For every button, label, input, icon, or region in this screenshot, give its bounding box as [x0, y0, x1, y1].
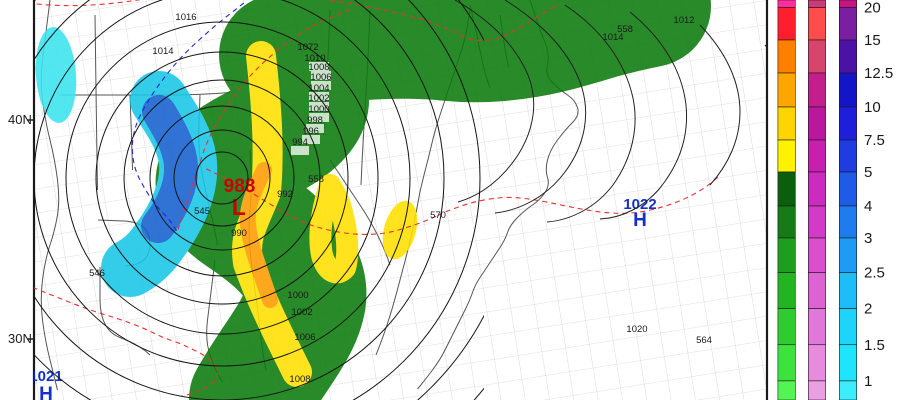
- svg-text:40N: 40N: [8, 112, 32, 127]
- svg-text:2.5: 2.5: [864, 265, 885, 282]
- svg-text:558: 558: [308, 174, 324, 185]
- svg-text:1014: 1014: [152, 46, 173, 57]
- svg-text:2: 2: [864, 301, 872, 318]
- svg-text:H: H: [633, 210, 647, 231]
- svg-text:1012: 1012: [673, 15, 694, 26]
- svg-text:558: 558: [617, 24, 633, 35]
- svg-text:564: 564: [696, 335, 712, 346]
- svg-text:4: 4: [864, 198, 872, 215]
- svg-text:5: 5: [864, 164, 872, 181]
- svg-text:1006: 1006: [294, 332, 315, 343]
- svg-text:1: 1: [864, 373, 872, 390]
- svg-text:990: 990: [231, 228, 247, 239]
- svg-text:1000: 1000: [287, 290, 308, 301]
- svg-text:12.5: 12.5: [864, 65, 893, 82]
- svg-text:7.5: 7.5: [864, 132, 885, 149]
- svg-text:20: 20: [864, 0, 881, 17]
- svg-text:30N: 30N: [8, 331, 32, 346]
- svg-text:1020: 1020: [626, 324, 647, 335]
- svg-text:545: 545: [194, 206, 210, 217]
- svg-text:1016: 1016: [175, 12, 196, 23]
- svg-text:10: 10: [864, 99, 881, 116]
- svg-text:1.5: 1.5: [864, 337, 885, 354]
- svg-text:546: 546: [89, 268, 105, 279]
- svg-text:3: 3: [864, 230, 872, 247]
- svg-text:H: H: [39, 384, 53, 400]
- svg-text:570: 570: [430, 210, 446, 221]
- svg-text:15: 15: [864, 32, 881, 49]
